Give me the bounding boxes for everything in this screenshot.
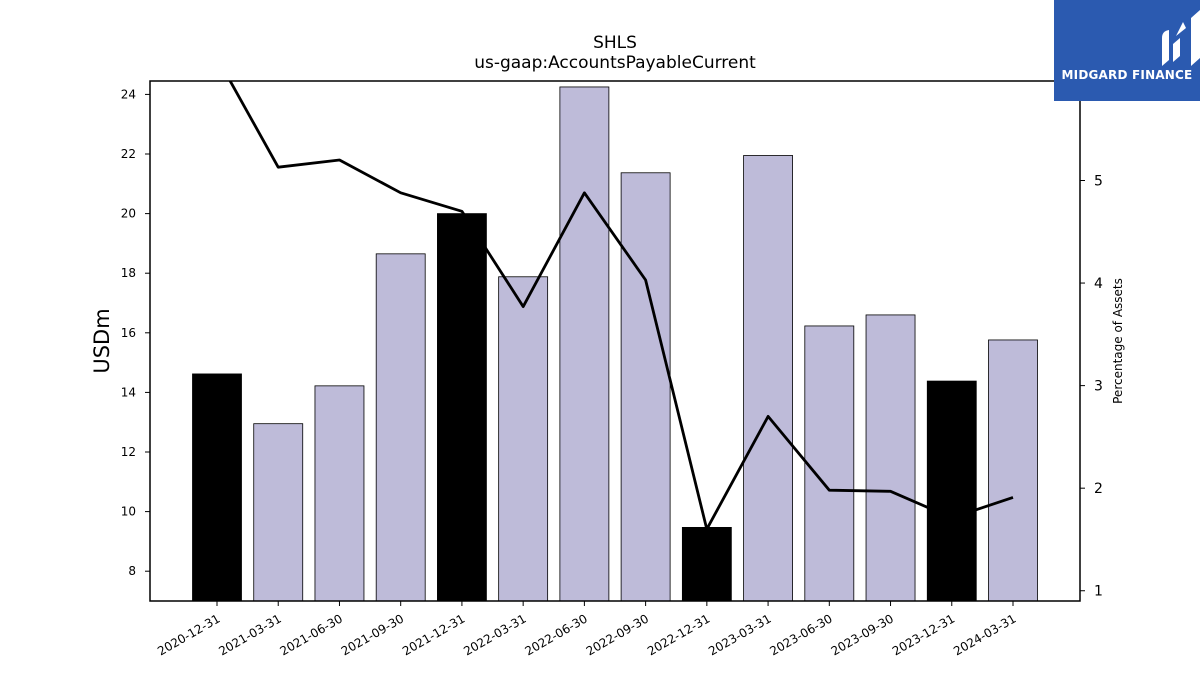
bar-2021-09-30 [375,253,426,602]
x-tick-label: 2020-12-31 [155,611,222,658]
y-tick-label: 18 [121,266,136,280]
y2-tick-label: 5 [1094,173,1103,189]
bar-2023-03-31 [743,155,793,602]
y-tick-label: 10 [121,505,136,519]
logo-mark-icon [1162,10,1200,66]
y-tick-label: 20 [121,207,136,221]
x-tick-label: 2021-03-31 [216,611,283,658]
bar-2021-03-31 [253,423,304,602]
x-tick-label: 2022-09-30 [584,611,651,658]
bar-2023-09-30 [865,314,916,602]
x-tick-label: 2022-06-30 [522,611,589,658]
y-tick-label: 16 [121,326,136,340]
x-tick-label: 2024-03-31 [951,611,1018,658]
y-tick-label: 24 [121,87,136,101]
bar-2022-03-31 [498,276,549,602]
bar-2023-12-31 [926,380,977,602]
x-tick-label: 2023-12-31 [890,611,957,658]
y-tick-label: 14 [121,385,136,399]
x-tick-label: 2021-09-30 [339,611,406,658]
bar-2022-12-31 [681,526,732,602]
x-tick-label: 2022-03-31 [461,611,528,658]
plot-frame [149,80,1081,602]
x-tick-label: 2021-12-31 [400,611,467,658]
bar-2022-06-30 [559,86,610,602]
y2-tick-label: 2 [1094,481,1103,497]
y2-tick-label: 1 [1094,584,1103,600]
x-tick-label: 2023-09-30 [829,611,896,658]
y2-axis-label: Percentage of Assets [1111,278,1125,404]
y-tick-label: 22 [121,147,136,161]
bar-2021-12-31 [437,213,487,602]
bar-2021-06-30 [314,385,365,602]
y-tick-label: 8 [128,564,136,578]
percentage-line [228,81,1014,531]
bar-2022-09-30 [620,172,671,602]
logo-text: MIDGARD FINANCE [1061,68,1193,82]
chart-subtitle: us-gaap:AccountsPayableCurrent [474,53,756,73]
x-tick-label: 2021-06-30 [278,611,345,658]
y2-tick-label: 3 [1094,379,1103,395]
y-tick-label: 12 [121,445,136,459]
x-tick-label: 2022-12-31 [645,611,712,658]
y2-tick-label: 4 [1094,276,1103,292]
bar-2024-03-31 [988,339,1038,602]
chart-title: SHLS [593,33,637,53]
bar-2023-06-30 [804,325,855,602]
x-tick-label: 2023-06-30 [767,611,834,658]
midgard-finance-logo: MIDGARD FINANCE [1054,0,1200,101]
bar-2020-12-31 [192,373,242,602]
y-axis-label: USDm [90,308,114,373]
x-tick-label: 2023-03-31 [706,611,773,658]
